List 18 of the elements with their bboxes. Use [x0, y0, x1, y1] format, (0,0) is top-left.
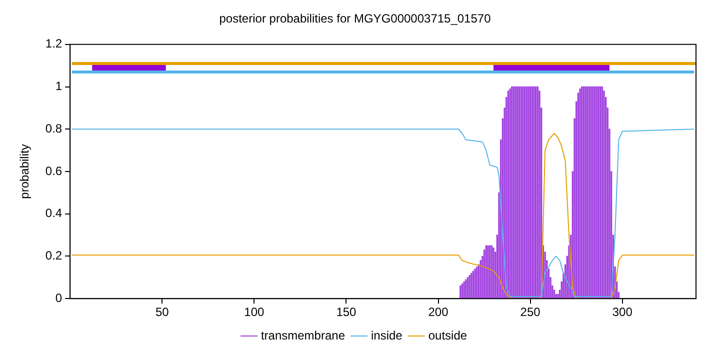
y-tick-label: 0.8 — [45, 121, 62, 136]
y-tick-label: 0.6 — [45, 164, 62, 178]
y-tick-label: 1.2 — [45, 36, 62, 51]
chart-title: posterior probabilities for MGYG000003715_01570 — [219, 12, 492, 26]
x-tick-label: 100 — [244, 305, 265, 320]
y-axis-title: probability — [18, 144, 32, 199]
x-tick-label: 150 — [336, 305, 357, 320]
x-tick-label: 300 — [612, 305, 633, 320]
legend-label: inside — [370, 328, 403, 342]
x-tick-label: 250 — [520, 305, 541, 320]
y-tick-label: 0.4 — [45, 206, 62, 220]
legend-label: outside — [428, 328, 468, 342]
x-tick-label: 200 — [428, 305, 449, 320]
legend-label: transmembrane — [260, 328, 346, 342]
y-tick-label: 0 — [55, 290, 62, 305]
y-tick-label: 0.2 — [45, 248, 62, 263]
x-tick-label: 50 — [155, 305, 170, 320]
y-tick-label: 1 — [55, 79, 62, 94]
